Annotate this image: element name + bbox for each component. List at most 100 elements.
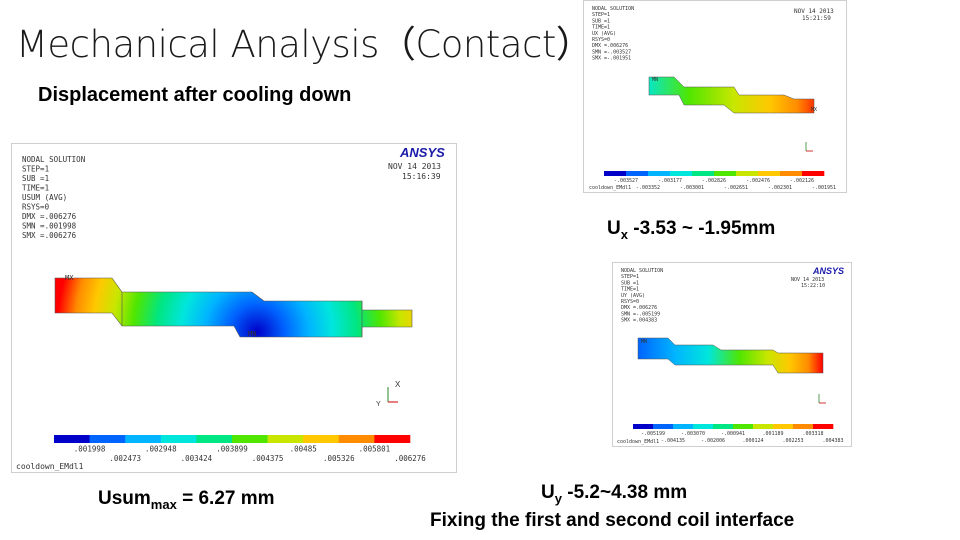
ux-contour-plot: NODAL SOLUTION STEP=1 SUB =1 TIME=1 UX (AVG)… <box>583 0 847 193</box>
usum-contour-plot: NODAL SOLUTION STEP=1 SUB =1 TIME=1 USUM (AV… <box>11 143 457 473</box>
legend-swatch <box>736 171 759 176</box>
legend-swatch <box>604 171 627 176</box>
legend-swatch <box>753 424 774 429</box>
legend-swatch <box>648 171 671 176</box>
legend-label-bottom: .002473 <box>109 454 141 463</box>
header-line: NODAL SOLUTION <box>592 6 634 12</box>
legend-label-bottom: -.001951 <box>812 185 836 191</box>
header-line: SMX =.004383 <box>621 318 657 324</box>
legend-swatch <box>733 424 754 429</box>
header-line: TIME=1 <box>592 25 610 31</box>
header-line: DMX =.006276 <box>22 212 77 221</box>
uy-caption-sub: y <box>554 490 562 506</box>
legend-label-bottom: .003424 <box>181 454 213 463</box>
legend-swatch <box>303 435 340 443</box>
header-line: SMN =.001998 <box>22 222 77 231</box>
legend-swatch <box>793 424 814 429</box>
legend-swatch <box>693 424 714 429</box>
legend-label-top: -.003177 <box>658 178 682 184</box>
uy-date: NOV 14 2013 <box>791 277 824 283</box>
usum-legend-labels: .001998 .002948 .003899 .00485 .005801 .00247… <box>74 445 426 464</box>
legend-swatch <box>758 171 781 176</box>
legend-label-bottom: .000124 <box>742 438 763 444</box>
legend-label-bottom: .004383 <box>822 438 843 444</box>
usum-caption-prefix: Usum <box>98 488 151 509</box>
legend-swatch <box>160 435 197 443</box>
usum-time: 15:16:39 <box>402 172 441 181</box>
legend-label-bottom: .005326 <box>323 454 355 463</box>
header-line: SUB =1 <box>592 18 610 24</box>
legend-swatch <box>670 171 693 176</box>
usum-legend-bar <box>54 435 411 443</box>
ux-date: NOV 14 2013 <box>794 8 834 15</box>
legend-swatch <box>673 424 694 429</box>
header-line: SUB =1 <box>621 280 639 286</box>
usum-footer: cooldown_EMdl1 <box>16 462 84 471</box>
header-line: STEP=1 <box>621 274 639 280</box>
header-line: UY (AVG) <box>621 293 645 299</box>
ux-caption-value: -3.53 ~ -1.95mm <box>627 218 776 239</box>
header-line: SUB =1 <box>22 174 49 183</box>
ux-legend-labels: -.003527 -.003177 -.002826 -.002476 -.002126… <box>614 178 836 191</box>
legend-label-bottom: -.002006 <box>701 438 725 444</box>
svg-text:Y: Y <box>376 401 381 408</box>
legend-swatch <box>692 171 715 176</box>
ux-caption-prefix: U <box>607 218 621 239</box>
legend-label-top: .003318 <box>802 431 823 437</box>
legend-label-bottom: -.002301 <box>768 185 792 191</box>
legend-swatch <box>374 435 411 443</box>
legend-label-top: .005801 <box>359 445 391 454</box>
legend-label-bottom: .004375 <box>252 454 284 463</box>
usum-date: NOV 14 2013 <box>388 162 441 171</box>
uy-ansys-logo: ANSYS <box>812 266 844 276</box>
header-line: DMX =.006276 <box>621 305 657 311</box>
uy-caption-value: -5.2~4.38 mm <box>561 482 688 503</box>
uy-model-body <box>637 337 824 374</box>
legend-swatch <box>653 424 674 429</box>
uy-mn-marker: MN <box>641 339 647 345</box>
uy-footer: cooldown_EMdl1 <box>617 439 659 445</box>
uy-caption-prefix: U <box>541 482 555 503</box>
mn-marker: MN <box>248 330 256 338</box>
header-line: USUM (AVG) <box>22 193 67 202</box>
header-line: SMX =.006276 <box>22 231 77 240</box>
legend-label-bottom: -.003352 <box>636 185 660 191</box>
ux-time: 15:21:59 <box>802 15 831 22</box>
legend-swatch <box>125 435 162 443</box>
triad-icon: X Y <box>376 380 401 408</box>
uy-legend-labels: -.005199 -.003070 -.000941 .001189 .003318 -.… <box>641 431 844 444</box>
header-line: SMN =-.005199 <box>621 311 660 317</box>
legend-swatch <box>232 435 268 443</box>
mx-marker: MX <box>65 274 74 282</box>
ux-triad-icon <box>805 142 813 152</box>
ux-caption: Ux -3.53 ~ -1.95mm <box>607 218 775 242</box>
ux-model-body <box>648 76 815 114</box>
legend-swatch <box>338 435 375 443</box>
header-line: STEP=1 <box>592 12 610 18</box>
legend-swatch <box>89 435 126 443</box>
ansys-logo: ANSYS <box>399 145 445 160</box>
fixing-note: Fixing the first and second coil interfa… <box>430 510 795 531</box>
legend-label-top: -.002826 <box>702 178 726 184</box>
uy-time: 15:22:10 <box>801 283 825 289</box>
ux-mn-marker: MN <box>652 77 658 83</box>
legend-label-top: .001998 <box>74 445 106 454</box>
ux-legend-bar <box>604 171 825 176</box>
legend-swatch <box>713 424 734 429</box>
uy-legend-bar <box>633 424 834 429</box>
header-line: NODAL SOLUTION <box>621 268 663 274</box>
legend-swatch <box>813 424 834 429</box>
legend-label-bottom: -.003001 <box>680 185 704 191</box>
legend-swatch <box>802 171 825 176</box>
legend-label-top: .00485 <box>290 445 317 454</box>
legend-label-top: -.003070 <box>681 431 705 437</box>
legend-swatch <box>626 171 649 176</box>
legend-label-top: -.000941 <box>721 431 745 437</box>
legend-label-top: -.002476 <box>746 178 770 184</box>
legend-swatch <box>196 435 233 443</box>
legend-label-top: .003899 <box>216 445 248 454</box>
